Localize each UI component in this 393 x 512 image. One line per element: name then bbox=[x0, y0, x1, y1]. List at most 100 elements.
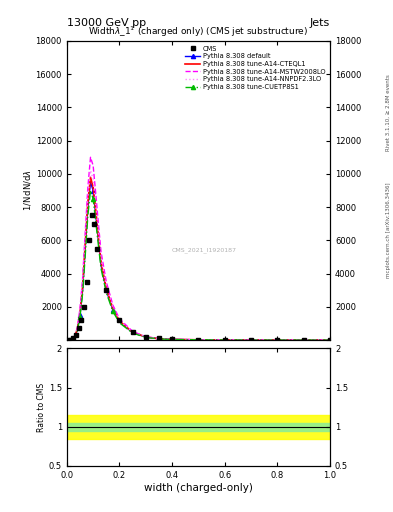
Text: 13000 GeV pp: 13000 GeV pp bbox=[67, 18, 146, 28]
CMS bbox=[95, 246, 99, 252]
Pythia 8.308 tune-A14-CTEQL1 bbox=[117, 318, 122, 324]
CMS bbox=[79, 317, 84, 323]
Line: Pythia 8.308 tune-A14-MSTW2008LO: Pythia 8.308 tune-A14-MSTW2008LO bbox=[67, 157, 330, 340]
Pythia 8.308 tune-A14-MSTW2008LO bbox=[70, 336, 74, 342]
Pythia 8.308 default bbox=[117, 319, 122, 325]
Pythia 8.308 tune-A14-MSTW2008LO bbox=[143, 334, 148, 340]
Pythia 8.308 tune-A14-CTEQL1 bbox=[80, 284, 85, 290]
Pythia 8.308 tune-A14-CTEQL1 bbox=[196, 337, 201, 343]
Pythia 8.308 tune-A14-MSTW2008LO bbox=[88, 154, 93, 160]
CMS bbox=[104, 287, 108, 293]
Legend: CMS, Pythia 8.308 default, Pythia 8.308 tune-A14-CTEQL1, Pythia 8.308 tune-A14-M: CMS, Pythia 8.308 default, Pythia 8.308 … bbox=[184, 45, 327, 91]
Pythia 8.308 tune-A14-MSTW2008LO bbox=[249, 337, 253, 343]
Pythia 8.308 tune-A14-MSTW2008LO bbox=[170, 336, 174, 343]
Pythia 8.308 tune-A14-MSTW2008LO bbox=[80, 275, 85, 282]
Pythia 8.308 tune-A14-NNPDF2.3LO bbox=[91, 176, 95, 182]
CMS bbox=[222, 337, 227, 343]
Pythia 8.308 default bbox=[130, 330, 135, 336]
Y-axis label: $\mathrm{1/N\,dN/d}\lambda$: $\mathrm{1/N\,dN/d}\lambda$ bbox=[22, 169, 33, 211]
Pythia 8.308 tune-A14-CTEQL1 bbox=[86, 199, 90, 205]
Line: Pythia 8.308 tune-A14-CTEQL1: Pythia 8.308 tune-A14-CTEQL1 bbox=[67, 177, 330, 340]
Pythia 8.308 tune-CUETP8S1 bbox=[110, 308, 115, 314]
Pythia 8.308 tune-A14-MSTW2008LO bbox=[196, 337, 201, 343]
Pythia 8.308 tune-CUETP8S1 bbox=[96, 242, 101, 248]
Pythia 8.308 tune-CUETP8S1 bbox=[301, 337, 306, 343]
Pythia 8.308 tune-A14-CTEQL1 bbox=[99, 259, 103, 265]
Pythia 8.308 tune-A14-CTEQL1 bbox=[170, 336, 174, 343]
CMS bbox=[301, 337, 306, 343]
Pythia 8.308 tune-A14-CTEQL1 bbox=[110, 306, 115, 312]
Pythia 8.308 tune-A14-NNPDF2.3LO bbox=[275, 337, 280, 343]
Pythia 8.308 tune-A14-NNPDF2.3LO bbox=[94, 202, 98, 208]
Pythia 8.308 tune-A14-NNPDF2.3LO bbox=[80, 280, 85, 286]
Pythia 8.308 tune-A14-CTEQL1 bbox=[94, 207, 98, 214]
Pythia 8.308 default bbox=[301, 337, 306, 343]
Pythia 8.308 tune-A14-NNPDF2.3LO bbox=[88, 167, 93, 174]
Pythia 8.308 tune-CUETP8S1 bbox=[67, 337, 72, 343]
Pythia 8.308 tune-A14-NNPDF2.3LO bbox=[83, 236, 88, 242]
Pythia 8.308 default bbox=[196, 337, 201, 343]
CMS bbox=[87, 237, 92, 243]
Pythia 8.308 default bbox=[222, 337, 227, 343]
Pythia 8.308 tune-A14-CTEQL1 bbox=[72, 333, 77, 339]
Pythia 8.308 tune-A14-CTEQL1 bbox=[156, 336, 162, 342]
Pythia 8.308 tune-A14-CTEQL1 bbox=[70, 336, 74, 342]
Pythia 8.308 tune-A14-NNPDF2.3LO bbox=[72, 333, 77, 339]
Pythia 8.308 tune-A14-CTEQL1 bbox=[130, 329, 135, 335]
Pythia 8.308 default bbox=[72, 334, 77, 340]
Pythia 8.308 tune-CUETP8S1 bbox=[83, 252, 88, 259]
Pythia 8.308 tune-CUETP8S1 bbox=[94, 219, 98, 225]
Pythia 8.308 tune-A14-CTEQL1 bbox=[143, 334, 148, 340]
X-axis label: width (charged-only): width (charged-only) bbox=[144, 482, 253, 493]
Pythia 8.308 tune-A14-CTEQL1 bbox=[83, 241, 88, 247]
Text: mcplots.cern.ch [arXiv:1306.3436]: mcplots.cern.ch [arXiv:1306.3436] bbox=[386, 183, 391, 278]
Y-axis label: Ratio to CMS: Ratio to CMS bbox=[37, 382, 46, 432]
Pythia 8.308 tune-CUETP8S1 bbox=[196, 337, 201, 343]
Pythia 8.308 tune-CUETP8S1 bbox=[99, 266, 103, 272]
Pythia 8.308 tune-A14-NNPDF2.3LO bbox=[64, 337, 69, 343]
Pythia 8.308 tune-A14-NNPDF2.3LO bbox=[156, 335, 162, 342]
Pythia 8.308 tune-A14-NNPDF2.3LO bbox=[86, 194, 90, 200]
Pythia 8.308 default bbox=[86, 204, 90, 210]
Pythia 8.308 tune-A14-MSTW2008LO bbox=[328, 337, 332, 343]
Pythia 8.308 tune-CUETP8S1 bbox=[328, 337, 332, 343]
Pythia 8.308 tune-CUETP8S1 bbox=[170, 336, 174, 343]
Pythia 8.308 default bbox=[143, 334, 148, 340]
Pythia 8.308 tune-A14-CTEQL1 bbox=[249, 337, 253, 343]
CMS bbox=[170, 336, 174, 343]
Pythia 8.308 tune-A14-NNPDF2.3LO bbox=[99, 255, 103, 262]
Pythia 8.308 tune-CUETP8S1 bbox=[86, 212, 90, 219]
CMS bbox=[76, 325, 81, 331]
Pythia 8.308 default bbox=[328, 337, 332, 343]
Pythia 8.308 tune-A14-MSTW2008LO bbox=[78, 306, 83, 312]
Pythia 8.308 tune-A14-CTEQL1 bbox=[67, 337, 72, 343]
Pythia 8.308 tune-A14-NNPDF2.3LO bbox=[110, 305, 115, 311]
Pythia 8.308 tune-CUETP8S1 bbox=[75, 328, 80, 334]
Pythia 8.308 default bbox=[249, 337, 253, 343]
Pythia 8.308 default bbox=[91, 187, 95, 194]
Pythia 8.308 tune-A14-MSTW2008LO bbox=[72, 333, 77, 339]
Pythia 8.308 tune-A14-NNPDF2.3LO bbox=[75, 325, 80, 331]
Pythia 8.308 default bbox=[170, 336, 174, 343]
Pythia 8.308 tune-CUETP8S1 bbox=[70, 336, 74, 343]
CMS bbox=[117, 317, 122, 323]
Pythia 8.308 tune-A14-CTEQL1 bbox=[88, 174, 93, 180]
Pythia 8.308 tune-A14-CTEQL1 bbox=[96, 234, 101, 240]
Pythia 8.308 tune-A14-NNPDF2.3LO bbox=[78, 308, 83, 314]
Pythia 8.308 tune-A14-NNPDF2.3LO bbox=[196, 337, 201, 343]
Pythia 8.308 tune-A14-MSTW2008LO bbox=[83, 229, 88, 235]
Pythia 8.308 default bbox=[64, 337, 69, 343]
CMS bbox=[275, 337, 280, 343]
Pythia 8.308 tune-CUETP8S1 bbox=[104, 290, 108, 296]
Pythia 8.308 tune-A14-MSTW2008LO bbox=[99, 249, 103, 255]
CMS bbox=[328, 337, 332, 343]
Line: Pythia 8.308 tune-CUETP8S1: Pythia 8.308 tune-CUETP8S1 bbox=[65, 188, 332, 342]
Pythia 8.308 default bbox=[70, 336, 74, 343]
Line: Pythia 8.308 default: Pythia 8.308 default bbox=[65, 180, 332, 342]
Pythia 8.308 tune-A14-NNPDF2.3LO bbox=[96, 229, 101, 235]
Pythia 8.308 default bbox=[110, 307, 115, 313]
Pythia 8.308 tune-A14-MSTW2008LO bbox=[104, 279, 108, 285]
Pythia 8.308 tune-A14-MSTW2008LO bbox=[86, 184, 90, 190]
Pythia 8.308 tune-A14-MSTW2008LO bbox=[94, 191, 98, 197]
Text: Jets: Jets bbox=[310, 18, 330, 28]
